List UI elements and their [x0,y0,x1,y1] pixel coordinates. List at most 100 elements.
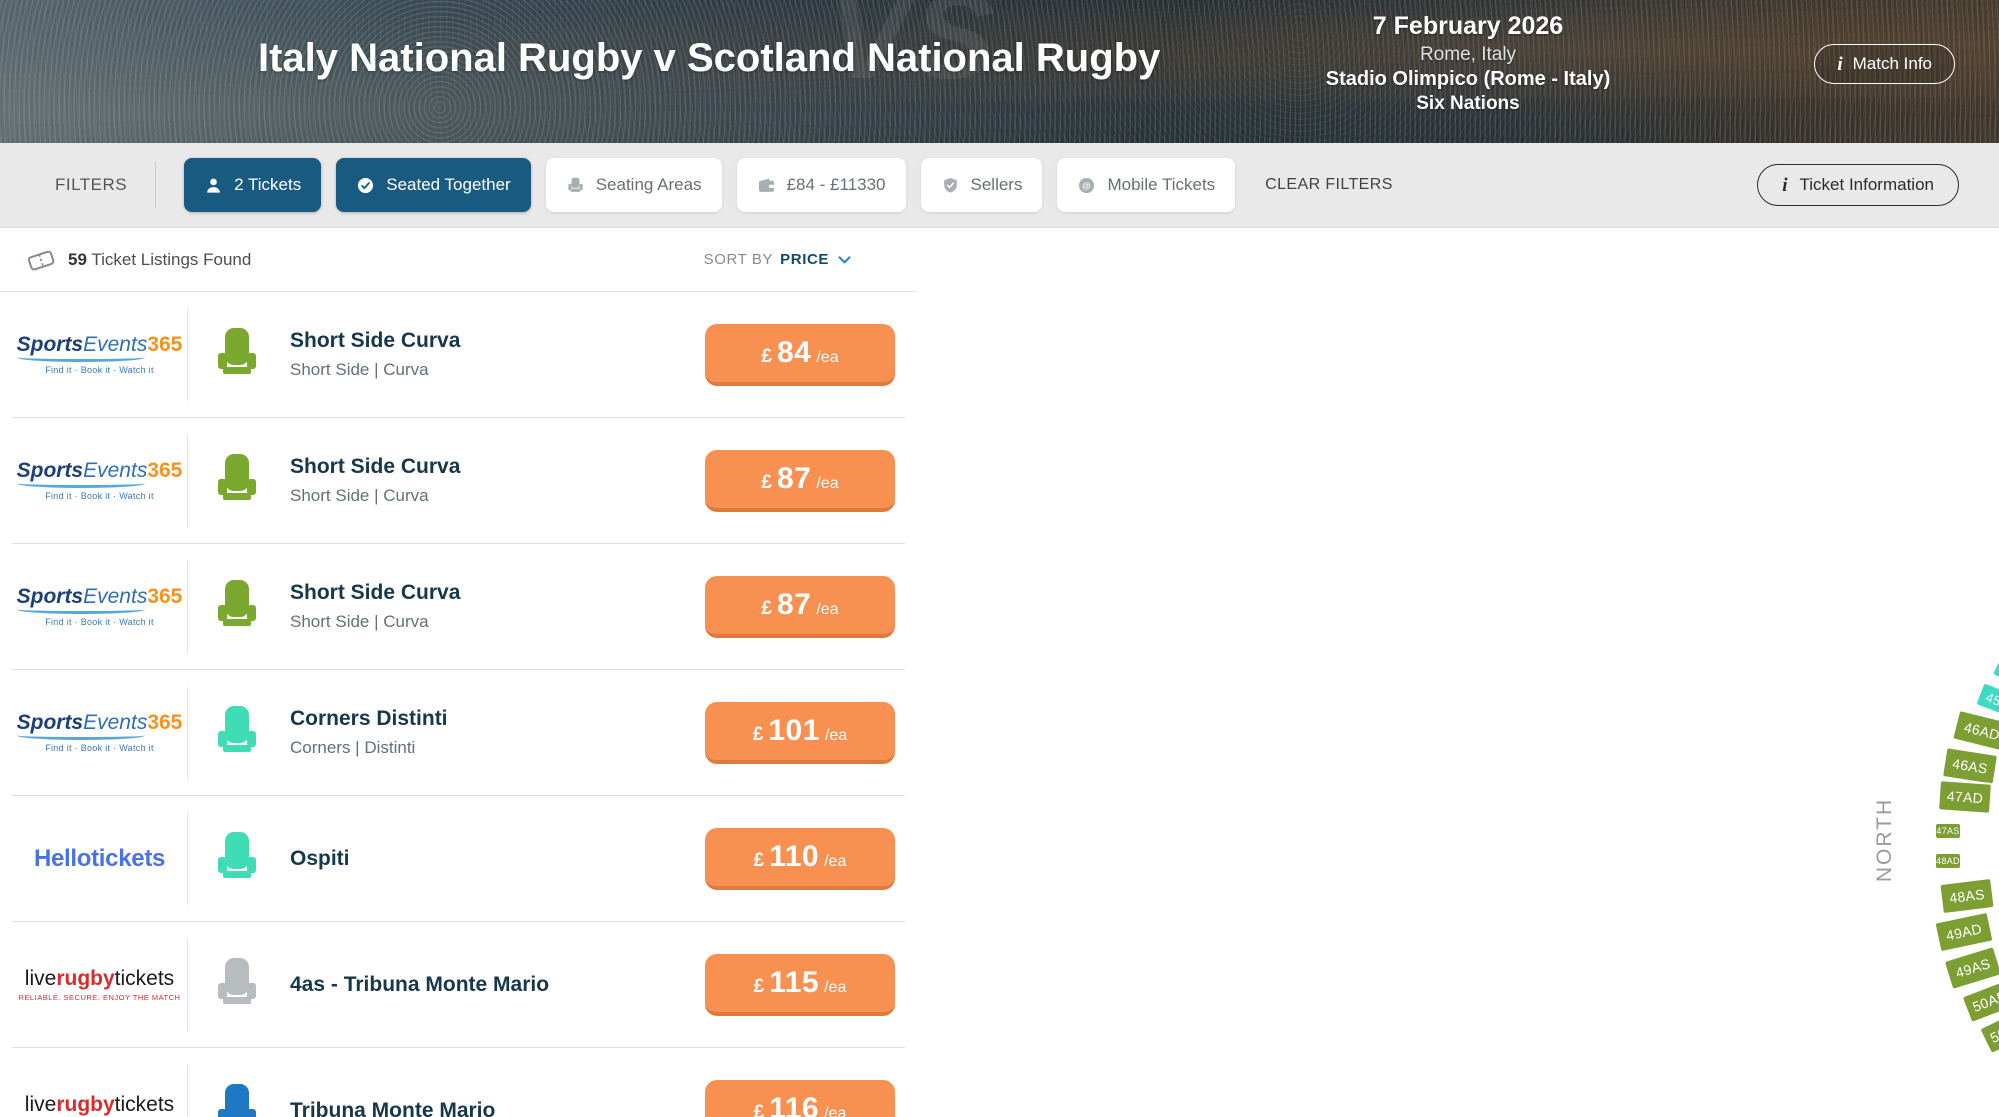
listing-text: Ospiti [290,847,705,871]
listing-text: Tribuna Monte Mario [290,1099,705,1117]
seat-icon [218,454,256,500]
event-competition: Six Nations [1416,93,1520,114]
sportsevents365-logo[interactable]: SportsEvents365 Find it · Book it · Watc… [16,711,183,753]
per-unit: /ea [824,726,848,744]
currency: £ [761,471,772,493]
filter-label: Mobile Tickets [1107,175,1216,194]
divider [187,938,188,1031]
listings-panel: 59 Ticket Listings Found SORT BY PRICE S… [0,228,917,1117]
sort-by-label: SORT BY [703,251,774,268]
listings-header: 59 Ticket Listings Found SORT BY PRICE [0,228,917,292]
filters-label: FILTERS [55,175,128,194]
event-header: VS Italy National Rugby v Scotland Natio… [0,0,1999,143]
sportsevents365-logo[interactable]: SportsEvents365 Find it · Book it · Watc… [16,585,183,627]
seat-icon [218,580,256,626]
seat-icon [218,1084,256,1117]
clear-filters-button[interactable]: CLEAR FILTERS [1259,175,1399,195]
listing-row[interactable]: SportsEvents365 Find it · Book it · Watc… [12,670,905,796]
filter-label: Sellers [970,175,1023,194]
price-button[interactable]: £87/ea [705,449,895,512]
listing-title: Corners Distinti [290,707,448,730]
listing-title: Short Side Curva [290,581,461,604]
listing-row[interactable]: liverugbytickets RELIABLE. SECURE. ENJOY… [12,1048,905,1117]
per-unit: /ea [816,348,839,366]
match-info-label: Match Info [1852,54,1932,73]
per-unit: /ea [824,1104,847,1117]
ticket-information-button[interactable]: i Ticket Information [1757,164,1959,206]
price-button[interactable]: £116/ea [705,1079,895,1117]
listing-subtitle: Corners | Distinti [290,738,416,757]
listing-subtitle: Short Side | Curva [290,360,429,379]
listing-text: Short Side Curva Short Side | Curva [290,581,705,632]
currency: £ [753,975,765,997]
filter-84-11330[interactable]: £84 - £11330 [736,158,906,212]
price-button[interactable]: £110/ea [705,827,895,890]
price-button[interactable]: £115/ea [705,953,895,1016]
sportsevents365-logo[interactable]: SportsEvents365 Find it · Book it · Watc… [16,333,183,375]
listing-row[interactable]: SportsEvents365 Find it · Book it · Watc… [12,544,905,670]
map-section-47ad[interactable]: 47AD [1936,779,1994,815]
info-icon: i [1782,174,1788,196]
currency: £ [761,345,772,367]
listing-rows: SportsEvents365 Find it · Book it · Watc… [0,292,917,1117]
liverugbytickets-logo[interactable]: liverugbytickets RELIABLE. SECURE. ENJOY… [18,966,181,1002]
shield-icon [943,177,957,193]
divider [187,1064,188,1117]
divider [187,560,188,653]
listings-count: 59 Ticket Listings Found [68,249,252,269]
listing-row[interactable]: SportsEvents365 Find it · Book it · Watc… [12,418,905,544]
filter-seating-areas[interactable]: Seating Areas [545,158,722,212]
map-section-47as[interactable]: 47AS [1934,822,1962,840]
listing-text: Short Side Curva Short Side | Curva [290,329,705,380]
event-meta: 7 February 2026 Rome, Italy Stadio Olimp… [1318,12,1618,115]
divider [187,686,188,779]
price-button[interactable]: £87/ea [705,575,895,638]
wallet-icon [758,177,774,192]
map-section-48ad[interactable]: 48AD [1934,852,1962,870]
seat-icon [218,832,256,878]
filter-2-tickets[interactable]: 2 Tickets [184,158,322,212]
filter-mobile-tickets[interactable]: @ Mobile Tickets [1057,158,1236,212]
currency: £ [753,1101,765,1117]
liverugbytickets-logo[interactable]: liverugbytickets RELIABLE. SECURE. ENJOY… [24,1092,175,1116]
price-button[interactable]: £101/ea [705,701,895,764]
match-info-button[interactable]: i Match Info [1814,44,1955,84]
price-amount: 101 [768,713,820,747]
per-unit: /ea [816,474,839,492]
listing-row[interactable]: liverugbytickets RELIABLE. SECURE. ENJOY… [12,922,905,1048]
listing-subtitle: Short Side | Curva [290,612,429,631]
map-section-46ad[interactable]: 46AD [1950,708,1999,754]
price-amount: 116 [769,1091,820,1117]
seat-icon [218,706,256,752]
sort-control[interactable]: SORT BY PRICE [704,251,853,268]
price-amount: 84 [776,335,812,369]
per-unit: /ea [824,978,847,996]
person-icon [207,178,220,193]
per-unit: /ea [824,852,847,870]
filter-buttons-group: 2 Tickets Seated Together Seating Areas £84… [184,158,1236,212]
filter-sellers[interactable]: Sellers [920,158,1043,212]
stadium-map: TRIBUNA TEVERE TRIBUNA MONTE MARIO NORTH… [917,228,1999,1117]
listing-subtitle: Short Side | Curva [290,486,429,505]
listing-title: Ospiti [290,846,350,870]
filter-label: Seated Together [386,175,511,194]
svg-text:@: @ [1083,180,1091,190]
at-circle-icon: @ [1079,177,1095,193]
filter-seated-together[interactable]: Seated Together [336,158,531,212]
per-unit: /ea [816,600,839,618]
hellotickets-logo[interactable]: Hellotickets [33,844,166,872]
price-button[interactable]: £84/ea [705,323,895,386]
divider [155,162,157,208]
map-section-48as[interactable]: 48AS [1938,876,1996,916]
listing-row[interactable]: SportsEvents365 Find it · Book it · Watc… [12,292,905,418]
check-circle-icon [358,177,374,193]
listing-title: Tribuna Monte Mario [290,1098,496,1117]
vs-watermark: VS [828,0,999,104]
filter-label: 2 Tickets [234,175,302,194]
listing-row[interactable]: Hellotickets Ospiti £110/ea [12,796,905,922]
listing-title: 4as - Tribuna Monte Mario [290,972,550,996]
currency: £ [753,849,765,871]
info-icon: i [1837,53,1843,75]
sort-value: PRICE [780,251,829,268]
sportsevents365-logo[interactable]: SportsEvents365 Find it · Book it · Watc… [16,459,183,501]
